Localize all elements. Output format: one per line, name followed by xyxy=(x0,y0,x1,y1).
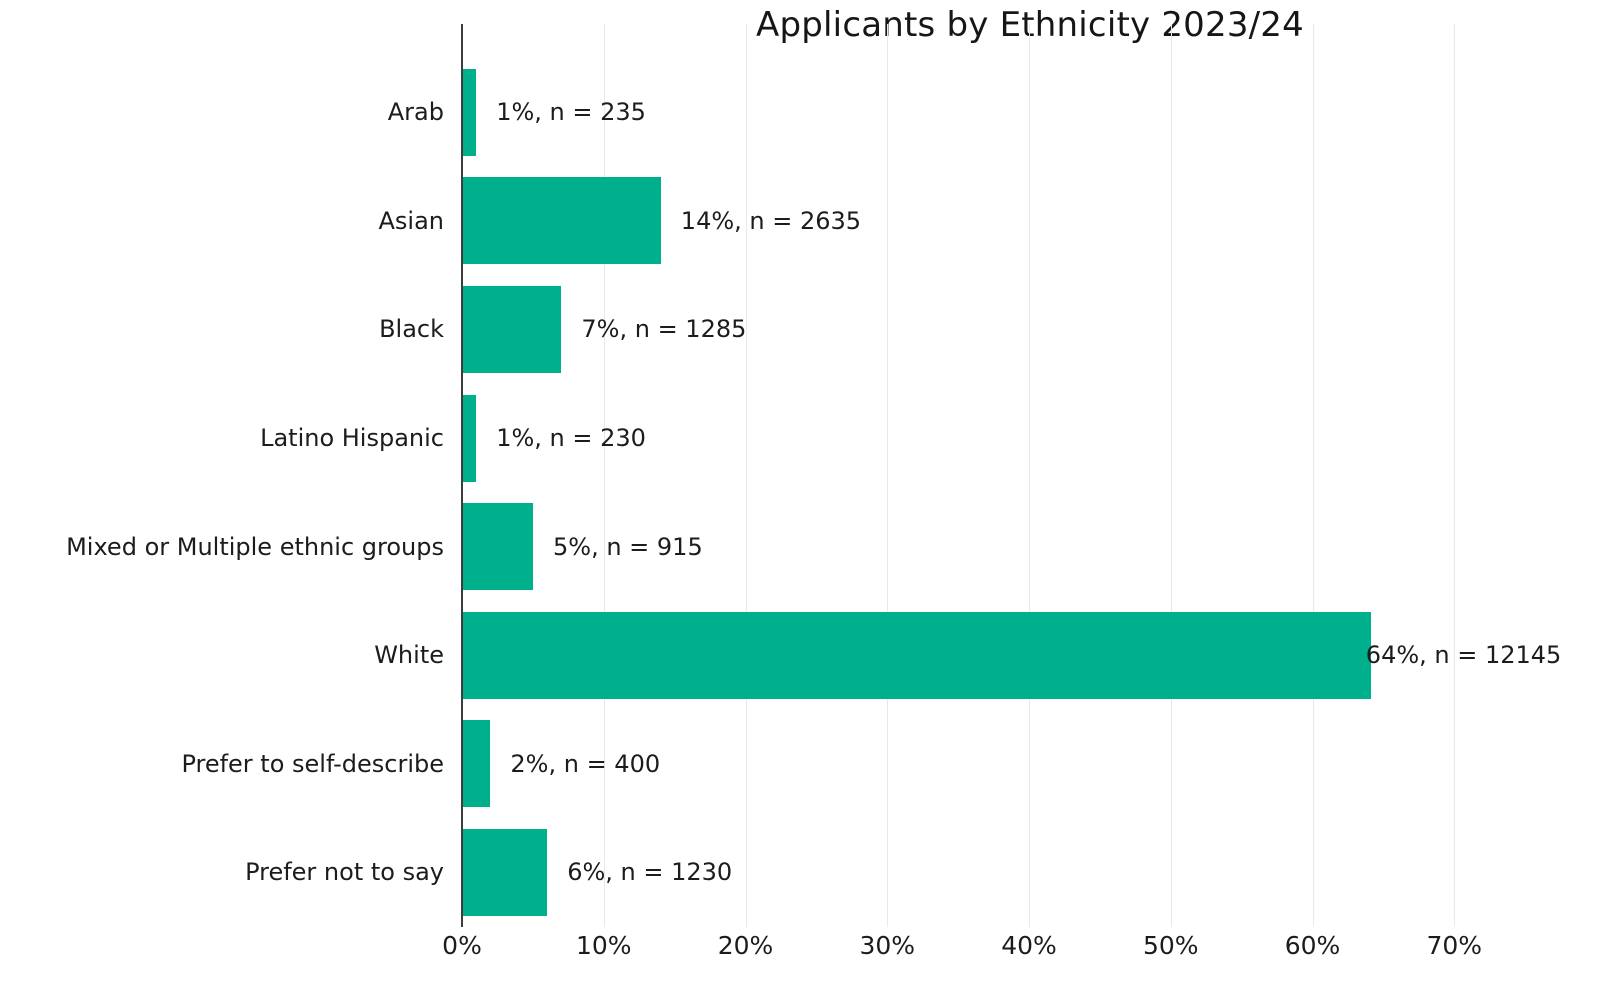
plot-area xyxy=(462,24,1596,927)
gridline xyxy=(1312,24,1314,927)
category-label: Latino Hispanic xyxy=(260,424,444,453)
bar-track: 64%, n = 12145 xyxy=(462,601,1598,710)
x-tick-label: 10% xyxy=(575,931,632,960)
bar-track: 2%, n = 400 xyxy=(462,710,1598,819)
bar[interactable] xyxy=(462,177,661,265)
bar-track: 1%, n = 230 xyxy=(462,384,1598,493)
bar-track: 14%, n = 2635 xyxy=(462,167,1598,276)
y-axis-line xyxy=(461,24,463,927)
x-axis-ticks: 0% 10% 20% 30% 40% 50% 60% 70% xyxy=(442,931,1596,973)
category-label: Prefer not to say xyxy=(245,858,444,887)
x-tick-label: 30% xyxy=(859,931,916,960)
category-label: White xyxy=(374,641,444,670)
x-tick-label: 70% xyxy=(1426,931,1483,960)
gridline xyxy=(887,24,889,927)
bar-row: Prefer not to say 6%, n = 1230 xyxy=(0,818,1598,927)
category-label: Mixed or Multiple ethnic groups xyxy=(66,532,444,561)
value-label: 64%, n = 12145 xyxy=(1365,641,1562,670)
value-label: 6%, n = 1230 xyxy=(567,858,733,887)
category-label: Prefer to self-describe xyxy=(181,749,444,778)
bar-track: 6%, n = 1230 xyxy=(462,818,1598,927)
bar-row: Latino Hispanic 1%, n = 230 xyxy=(0,384,1598,493)
value-label: 1%, n = 235 xyxy=(496,98,646,127)
bar[interactable] xyxy=(462,828,548,916)
value-label: 14%, n = 2635 xyxy=(680,206,862,235)
bar-track: 5%, n = 915 xyxy=(462,492,1598,601)
gridline xyxy=(1170,24,1172,927)
bar-track: 7%, n = 1285 xyxy=(462,275,1598,384)
gridline xyxy=(1029,24,1030,927)
bar-track: 1%, n = 235 xyxy=(462,58,1598,167)
value-label: 1%, n = 230 xyxy=(496,424,646,453)
bar-row: Arab 1%, n = 235 xyxy=(0,58,1598,167)
bar[interactable] xyxy=(462,503,533,591)
bar-row: Asian 14%, n = 2635 xyxy=(0,167,1598,276)
bar-row: White 64%, n = 12145 xyxy=(0,601,1598,710)
gridline xyxy=(603,24,605,927)
bar-row: Prefer to self-describe 2%, n = 400 xyxy=(0,710,1598,819)
bar-rows: Arab 1%, n = 235 Asian 14%, n = 2635 Black 7%… xyxy=(0,58,1598,927)
bar-row: Black 7%, n = 1285 xyxy=(0,275,1598,384)
gridline xyxy=(1454,24,1456,927)
x-tick-label: 0% xyxy=(442,931,482,960)
bar[interactable] xyxy=(462,720,491,808)
x-tick-label: 60% xyxy=(1284,931,1341,960)
category-label: Black xyxy=(379,315,444,344)
bar[interactable] xyxy=(462,611,1371,699)
value-label: 5%, n = 915 xyxy=(553,532,703,561)
value-label: 7%, n = 1285 xyxy=(581,315,747,344)
gridline xyxy=(745,24,747,927)
bar-row: Mixed or Multiple ethnic groups 5%, n = 9… xyxy=(0,492,1598,601)
x-tick-label: 20% xyxy=(717,931,774,960)
category-label: Asian xyxy=(378,206,444,235)
bar[interactable] xyxy=(462,394,477,482)
x-tick-label: 50% xyxy=(1142,931,1199,960)
x-tick-label: 40% xyxy=(1001,931,1057,960)
bar[interactable] xyxy=(462,68,477,156)
value-label: 2%, n = 400 xyxy=(510,749,661,778)
category-label: Arab xyxy=(387,98,444,127)
bar[interactable] xyxy=(462,285,562,373)
